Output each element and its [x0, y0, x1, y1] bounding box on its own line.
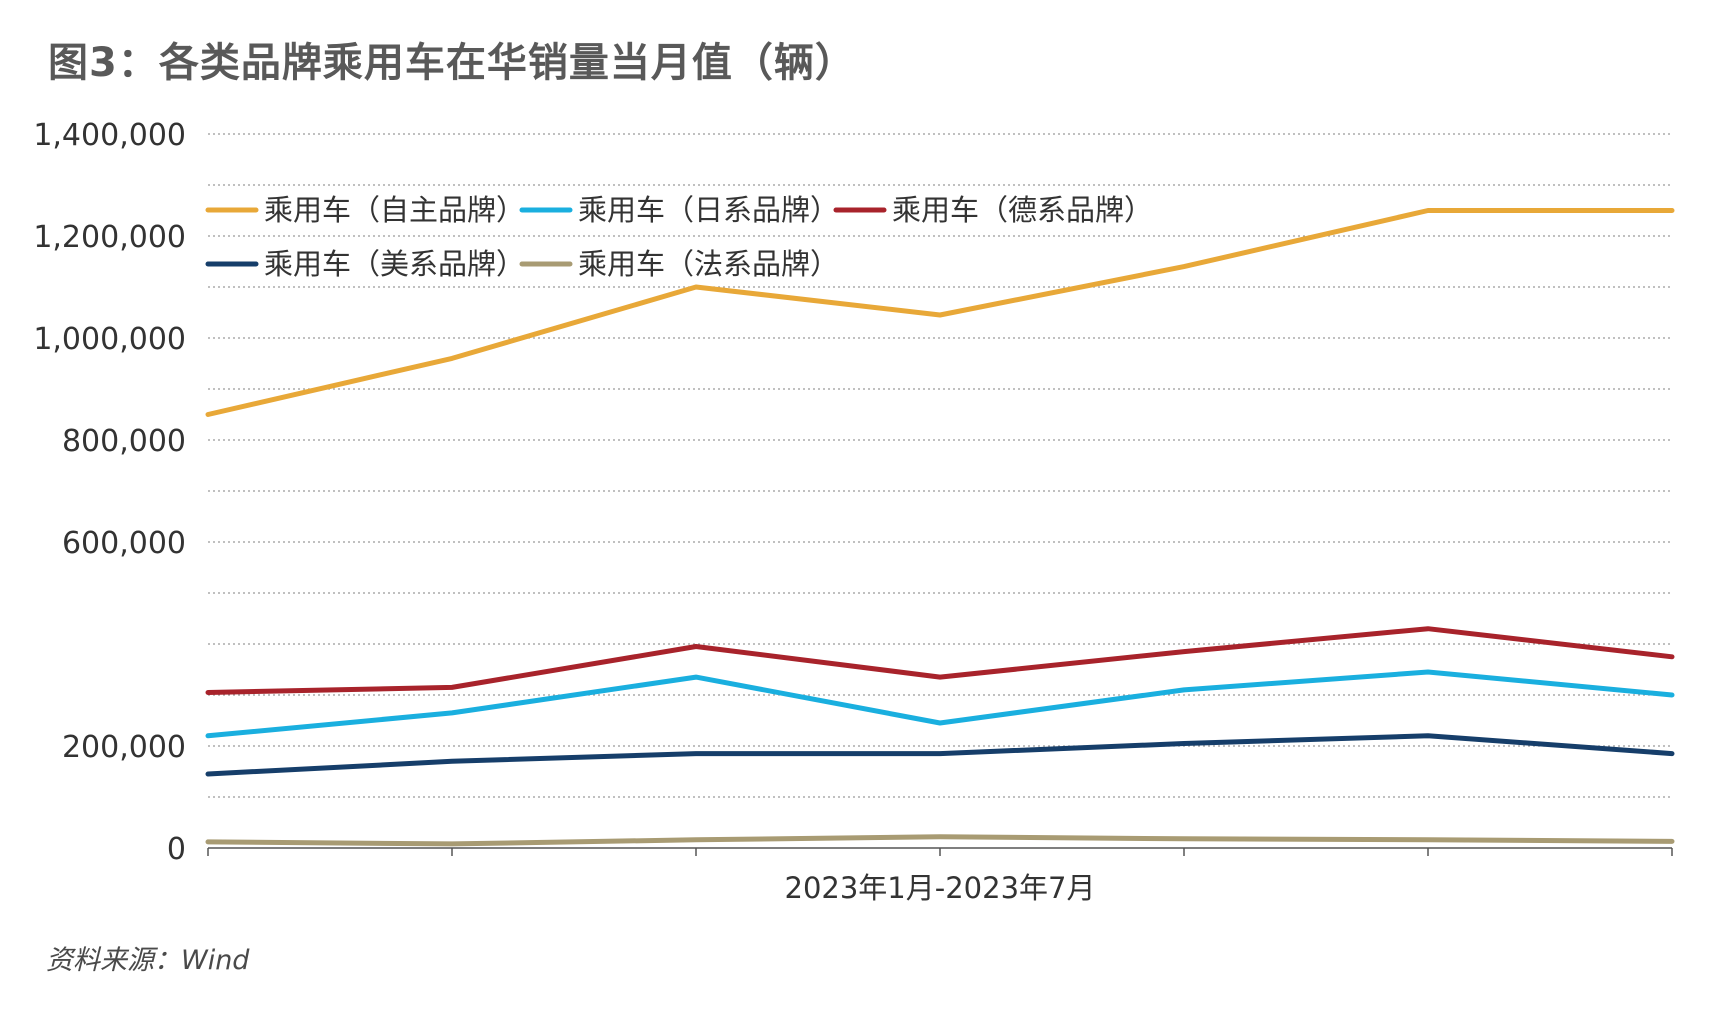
- y-axis-ticks: 0 200,000 600,000 800,000 1,000,000 1,200,000…: [33, 118, 186, 867]
- chart-title: 图3：各类品牌乘用车在华销量当月值（辆）: [48, 40, 856, 86]
- series-lines: [205, 208, 1675, 847]
- series-line-4: [205, 733, 1675, 777]
- legend-label: 乘用车（日系品牌）: [578, 193, 839, 227]
- y-tick-label: 200,000: [62, 730, 186, 765]
- y-tick-label: 0: [167, 832, 186, 867]
- series-line-2: [205, 669, 1675, 739]
- legend-label: 乘用车（德系品牌）: [892, 193, 1153, 227]
- y-tick-label: 1,200,000: [33, 220, 186, 255]
- series-line-1: [205, 208, 1675, 417]
- y-tick-label: 800,000: [62, 424, 186, 459]
- series-line-5: [205, 834, 1675, 847]
- legend: 乘用车（自主品牌） 乘用车（日系品牌） 乘用车（德系品牌） 乘用车（美系品牌） 乘用车（…: [205, 193, 1153, 281]
- legend-label: 乘用车（法系品牌）: [578, 247, 839, 281]
- grid-lines: [208, 133, 1672, 798]
- x-axis-label: 2023年1月-2023年7月: [785, 871, 1096, 905]
- legend-label: 乘用车（美系品牌）: [264, 247, 525, 281]
- legend-label: 乘用车（自主品牌）: [264, 193, 525, 227]
- x-axis: [207, 847, 1673, 856]
- y-tick-label: 1,000,000: [33, 322, 186, 357]
- y-tick-label: 1,400,000: [33, 118, 186, 153]
- y-tick-label: 600,000: [62, 526, 186, 561]
- source-note: 资料来源：Wind: [46, 945, 250, 976]
- series-line-3: [205, 626, 1675, 695]
